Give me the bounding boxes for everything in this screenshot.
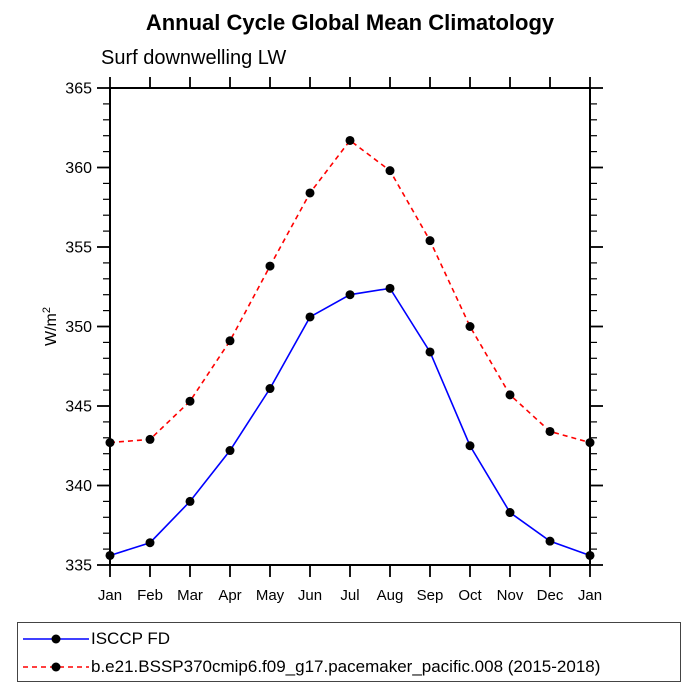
x-tick-label: Apr	[218, 587, 241, 604]
x-tick-label: Nov	[497, 587, 524, 604]
x-tick-label: Sep	[417, 587, 444, 604]
legend-item-isccp-fd: ISCCP FD	[21, 625, 680, 653]
legend-dashed-line-icon	[23, 662, 89, 672]
data-point	[105, 438, 115, 448]
legend-label: ISCCP FD	[91, 629, 171, 648]
legend-box: ISCCP FD b.e21.BSSP370cmip6.f09_g17.pace…	[17, 622, 681, 682]
data-point	[545, 426, 555, 436]
data-point	[225, 446, 235, 456]
data-point	[225, 336, 235, 346]
legend-marker	[51, 662, 61, 672]
data-point	[345, 135, 355, 145]
chart-title: Annual Cycle Global Mean Climatology	[145, 10, 555, 35]
data-point	[345, 290, 355, 300]
data-point	[465, 322, 475, 331]
legend-solid-line-icon	[23, 634, 89, 644]
x-tick-label: Jul	[340, 587, 359, 604]
legend-item-model-run: b.e21.BSSP370cmip6.f09_g17.pacemaker_pac…	[21, 653, 680, 681]
data-point	[585, 550, 595, 560]
x-tick-label: Dec	[537, 587, 564, 604]
plot-area: 335 340 345 350 355 360 365 Jan Feb Mar Apr May Jun J…	[41, 77, 603, 604]
y-tick-label: 350	[65, 319, 92, 336]
x-tick-label: Jun	[298, 587, 322, 604]
data-point	[305, 312, 315, 322]
data-point	[145, 434, 155, 444]
data-point	[385, 283, 395, 293]
plot-frame	[109, 87, 591, 566]
x-tick-label: Feb	[137, 587, 163, 604]
y-tick-label: 345	[65, 399, 92, 416]
x-tick-label: Aug	[377, 587, 404, 604]
data-point	[425, 236, 435, 246]
data-point	[265, 261, 275, 271]
data-point	[105, 550, 115, 560]
data-point	[425, 347, 435, 357]
series-line-0	[109, 287, 591, 557]
chart-subtitle: Surf downwelling LW	[101, 47, 287, 69]
data-point	[505, 390, 515, 400]
y-tick-label: 340	[65, 478, 92, 495]
data-point	[265, 384, 275, 394]
y-tick-label: 335	[65, 558, 92, 575]
data-point	[585, 438, 595, 448]
data-point	[385, 166, 395, 176]
y-axis-label: W/m2	[41, 307, 60, 346]
y-tick-label: 365	[65, 81, 92, 98]
y-tick-label: 360	[65, 160, 92, 177]
data-point	[185, 496, 195, 506]
data-point	[145, 538, 155, 548]
legend-label: b.e21.BSSP370cmip6.f09_g17.pacemaker_pac…	[91, 657, 601, 676]
data-point	[545, 536, 555, 546]
x-tick-label: Jan	[98, 587, 122, 604]
data-point	[505, 508, 515, 518]
data-point	[465, 441, 475, 451]
x-tick-label: Oct	[458, 587, 482, 604]
y-tick-label: 355	[65, 240, 92, 257]
legend-marker	[51, 634, 61, 644]
data-point	[185, 396, 195, 406]
data-point	[305, 188, 315, 198]
x-tick-label: Mar	[177, 587, 203, 604]
x-tick-label: May	[256, 587, 285, 604]
x-tick-label: Jan	[578, 587, 602, 604]
